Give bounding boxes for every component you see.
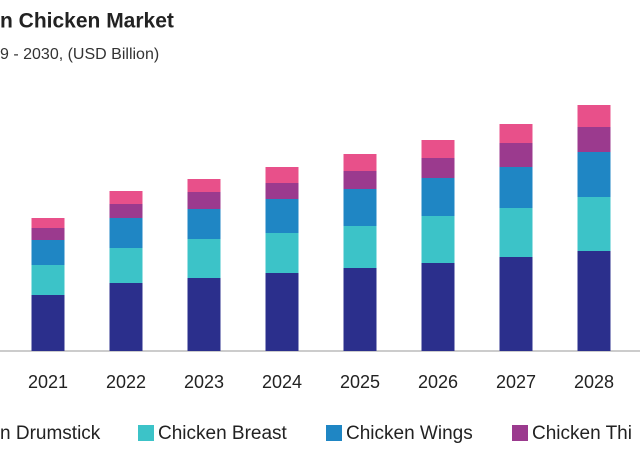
bar-segment: [343, 154, 377, 171]
bar-segment: [577, 197, 611, 251]
bar-segment: [31, 265, 65, 295]
bar-segment: [499, 257, 533, 351]
x-tick-label: 2026: [418, 372, 458, 392]
bar-segment: [499, 143, 533, 167]
legend-label: n Drumstick: [0, 423, 101, 444]
legend-label: Chicken Breast: [158, 423, 288, 444]
legend-swatch: [138, 425, 154, 441]
bar-segment: [187, 239, 221, 278]
bar-segment: [187, 179, 221, 192]
bar-segment: [343, 268, 377, 351]
bar-segment: [31, 228, 65, 240]
bar-segment: [499, 167, 533, 208]
bar-segment: [421, 158, 455, 178]
x-tick-label: 2028: [574, 372, 614, 392]
legend-swatch: [326, 425, 342, 441]
bar-segment: [265, 273, 299, 351]
bar-segment: [577, 152, 611, 197]
bar-segment: [499, 124, 533, 143]
bar-segment: [265, 199, 299, 233]
bar-segment: [31, 295, 65, 351]
bar-segment: [577, 251, 611, 351]
chart-subtitle: 9 - 2030, (USD Billion): [0, 46, 159, 63]
bar-segment: [187, 209, 221, 239]
legend-label: Chicken Thi: [532, 423, 632, 444]
bar-segment: [109, 204, 143, 218]
bar-segment: [109, 283, 143, 351]
chart-title: n Chicken Market: [0, 10, 174, 33]
legend-swatch: [512, 425, 528, 441]
x-tick-label: 2024: [262, 372, 302, 392]
bar-segment: [265, 167, 299, 183]
x-tick-label: 2025: [340, 372, 380, 392]
bar-segment: [343, 189, 377, 226]
x-tick-label: 2022: [106, 372, 146, 392]
legend-label: Chicken Wings: [346, 423, 473, 444]
bar-segment: [499, 208, 533, 257]
bar-segment: [109, 218, 143, 248]
bar-segment: [577, 105, 611, 127]
bar-segment: [421, 140, 455, 158]
bar-segment: [343, 226, 377, 268]
x-tick-label: 2023: [184, 372, 224, 392]
bar-segment: [265, 183, 299, 199]
x-tick-label: 2027: [496, 372, 536, 392]
bar-segment: [343, 171, 377, 189]
bar-segment: [577, 127, 611, 152]
bar-segment: [109, 191, 143, 204]
bar-segment: [109, 248, 143, 283]
bar-segment: [187, 192, 221, 209]
bar-segment: [31, 240, 65, 265]
bar-segment: [265, 233, 299, 273]
bar-segment: [421, 178, 455, 216]
bar-segment: [421, 263, 455, 351]
bar-segment: [31, 218, 65, 228]
x-tick-label: 2021: [28, 372, 68, 392]
bar-segment: [421, 216, 455, 263]
bar-segment: [187, 278, 221, 351]
